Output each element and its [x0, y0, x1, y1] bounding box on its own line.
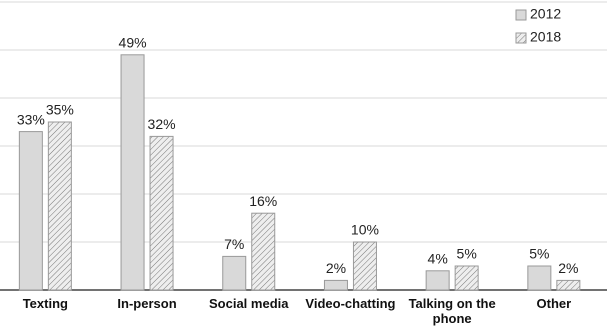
data-label: 33% [17, 111, 45, 127]
data-label: 5% [529, 246, 549, 262]
bar [323, 279, 348, 291]
bar [120, 54, 145, 291]
bar [18, 131, 43, 291]
data-label: 4% [428, 251, 448, 267]
x-tick-label: Talking on the phone [408, 296, 496, 326]
legend-swatch [515, 9, 527, 21]
x-tick-label: Texting [22, 296, 68, 311]
x-tick-label-box: Other [536, 296, 572, 311]
data-label: 5% [457, 246, 477, 262]
bar [251, 212, 276, 291]
legend-label: 2018 [530, 29, 561, 45]
bar [454, 265, 479, 291]
bar [222, 255, 247, 291]
data-label: 49% [119, 35, 147, 51]
x-tick-label-box: Texting [22, 296, 68, 311]
x-tick-label: Video-chatting [305, 296, 396, 311]
data-label: 35% [46, 102, 74, 118]
bar [556, 279, 581, 291]
bar [527, 265, 552, 291]
x-tick-label-box: In-person [117, 296, 177, 311]
bar [352, 241, 377, 291]
data-label: 16% [249, 193, 277, 209]
data-label: 2% [326, 260, 346, 276]
x-tick-label-box: Video-chatting [305, 296, 396, 311]
x-tick-label: Other [536, 296, 572, 311]
x-tick-label-box: Talking on the phone [408, 296, 496, 326]
bar [47, 121, 72, 291]
data-label: 2% [558, 260, 578, 276]
bar [425, 270, 450, 291]
x-tick-label: In-person [117, 296, 177, 311]
data-label: 32% [148, 116, 176, 132]
x-tick-label-box: Social media [209, 296, 289, 311]
data-label: 7% [224, 236, 244, 252]
legend-label: 2012 [530, 6, 561, 22]
data-label: 10% [351, 222, 379, 238]
bar [149, 135, 174, 291]
x-tick-label: Social media [209, 296, 289, 311]
legend-swatch [515, 32, 527, 44]
